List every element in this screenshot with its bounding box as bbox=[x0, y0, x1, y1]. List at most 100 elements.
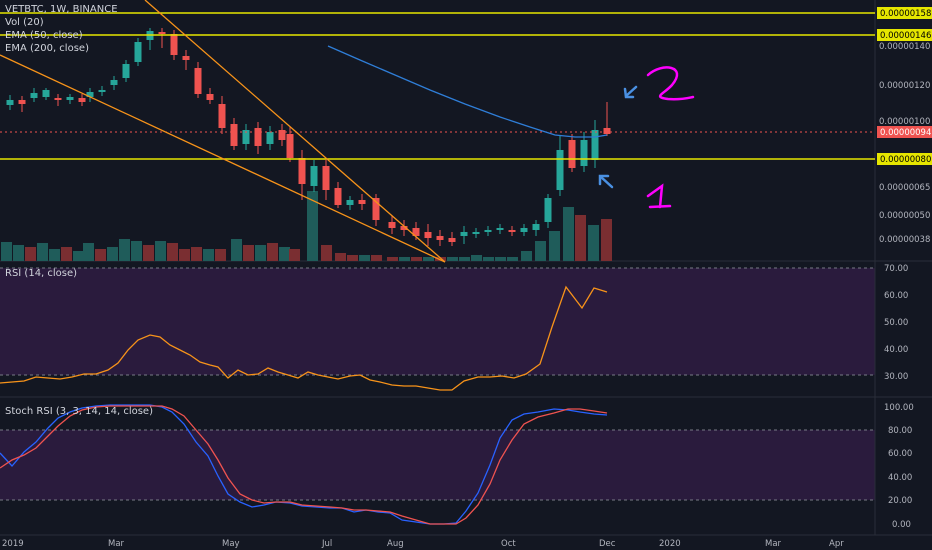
volume-bar bbox=[359, 255, 370, 261]
time-tick: Dec bbox=[599, 539, 616, 549]
candle-body bbox=[388, 222, 396, 228]
vol-legend[interactable]: Vol (20) bbox=[5, 17, 44, 28]
price-axis[interactable]: 0.00000140 0.00000120 0.00000100 0.00000… bbox=[879, 42, 930, 245]
volume-bar bbox=[215, 249, 226, 261]
handwritten-2-mark bbox=[646, 66, 695, 101]
volume-bar bbox=[423, 257, 434, 261]
price-badge: 0.00000080 bbox=[877, 153, 932, 165]
candle-body bbox=[194, 68, 202, 94]
ema-line bbox=[327, 45, 608, 138]
rsi-legend[interactable]: RSI (14, close) bbox=[5, 268, 78, 279]
stoch-tick: 40.00 bbox=[888, 473, 912, 483]
candle-body bbox=[568, 140, 576, 168]
stoch-tick: 80.00 bbox=[888, 426, 912, 436]
arrow-icon bbox=[598, 174, 614, 189]
candle-body bbox=[532, 224, 540, 230]
volume-bar bbox=[143, 245, 154, 261]
symbol-legend[interactable]: VETBTC, 1W, BINANCE bbox=[5, 4, 118, 15]
candle-body bbox=[580, 140, 588, 166]
volume-bar bbox=[495, 257, 506, 261]
rsi-axis[interactable]: 70.00 60.00 50.00 40.00 30.00 bbox=[884, 264, 908, 382]
candle-body bbox=[230, 124, 238, 146]
annotation-one-text: 1 bbox=[0, 0, 1, 1]
volume-bar bbox=[191, 247, 202, 261]
price-tick: 0.00000065 bbox=[879, 183, 930, 193]
volume-bar bbox=[155, 241, 166, 261]
candle-body bbox=[86, 92, 94, 97]
volume-bar bbox=[387, 257, 398, 261]
volume-bar bbox=[471, 255, 482, 261]
rsi-tick: 50.00 bbox=[884, 318, 908, 328]
handwritten-1-mark bbox=[646, 183, 672, 209]
rsi-tick: 70.00 bbox=[884, 264, 908, 274]
candle-body bbox=[520, 228, 528, 232]
price-tick: 0.00000120 bbox=[879, 81, 930, 91]
volume-bar bbox=[131, 241, 142, 261]
candle-body bbox=[544, 198, 552, 222]
volume-bar bbox=[447, 257, 458, 261]
candle-body bbox=[372, 198, 380, 220]
volume-bars bbox=[1, 191, 612, 261]
candle-body bbox=[472, 232, 480, 234]
price-badge: 0.00000158 bbox=[877, 7, 932, 19]
rsi-tick: 60.00 bbox=[884, 291, 908, 301]
volume-bar bbox=[13, 245, 24, 261]
candle-body bbox=[30, 93, 38, 98]
candle-body bbox=[508, 230, 516, 232]
price-tick: 0.00000140 bbox=[879, 42, 930, 52]
time-tick: Mar bbox=[108, 539, 125, 549]
volume-bar bbox=[167, 243, 178, 261]
candle-body bbox=[603, 128, 611, 134]
candle-body bbox=[170, 34, 178, 55]
candle-body bbox=[496, 228, 504, 230]
candle-body bbox=[448, 238, 456, 242]
annotation-two-text: 2 bbox=[0, 0, 1, 1]
volume-bar bbox=[549, 231, 560, 261]
ema50-legend[interactable]: EMA (50, close) bbox=[5, 30, 83, 41]
volume-bar bbox=[73, 251, 84, 261]
candle-body bbox=[591, 130, 599, 160]
ema200-legend[interactable]: EMA (200, close) bbox=[5, 43, 89, 54]
stoch-band bbox=[0, 430, 875, 500]
candle-body bbox=[98, 90, 106, 92]
volume-bar bbox=[588, 225, 599, 261]
volume-bar bbox=[95, 249, 106, 261]
volume-bar bbox=[307, 191, 318, 261]
candle-body bbox=[6, 100, 14, 105]
rsi-tick: 40.00 bbox=[884, 345, 908, 355]
time-tick: Aug bbox=[387, 539, 404, 549]
volume-bar bbox=[399, 257, 410, 261]
volume-bar bbox=[37, 243, 48, 261]
candle-body bbox=[286, 134, 294, 158]
stoch-axis[interactable]: 100.00 80.00 60.00 40.00 20.00 0.00 bbox=[884, 403, 914, 530]
volume-bar bbox=[267, 243, 278, 261]
candle-body bbox=[278, 130, 286, 140]
volume-bar bbox=[521, 251, 532, 261]
arrow-icon bbox=[623, 85, 638, 99]
candle-body bbox=[242, 130, 250, 144]
candle-body bbox=[266, 132, 274, 144]
candle-body bbox=[206, 94, 214, 100]
stoch-legend[interactable]: Stoch RSI (3, 3, 14, 14, close) bbox=[5, 406, 153, 417]
candle-body bbox=[298, 158, 306, 184]
rsi-line bbox=[0, 285, 608, 391]
candle-body bbox=[42, 90, 50, 97]
stoch-tick: 100.00 bbox=[884, 403, 914, 413]
volume-bar bbox=[61, 247, 72, 261]
wedge-lower-trendline[interactable] bbox=[0, 54, 446, 263]
time-axis[interactable]: 2019 Mar May Jul Aug Oct Dec 2020 Mar Ap… bbox=[2, 539, 844, 549]
volume-bar bbox=[25, 247, 36, 261]
candle-body bbox=[556, 150, 564, 190]
candle-body bbox=[412, 228, 420, 236]
candle-body bbox=[460, 232, 468, 236]
time-tick: Apr bbox=[829, 539, 844, 549]
svg-text:0.00000080: 0.00000080 bbox=[880, 155, 931, 165]
volume-bar bbox=[601, 219, 612, 261]
candle-body bbox=[110, 80, 118, 85]
wedge-upper-trendline[interactable] bbox=[144, 0, 446, 263]
volume-bar bbox=[279, 247, 290, 261]
volume-bar bbox=[107, 247, 118, 261]
candle-body bbox=[334, 188, 342, 205]
volume-bar bbox=[255, 245, 266, 261]
